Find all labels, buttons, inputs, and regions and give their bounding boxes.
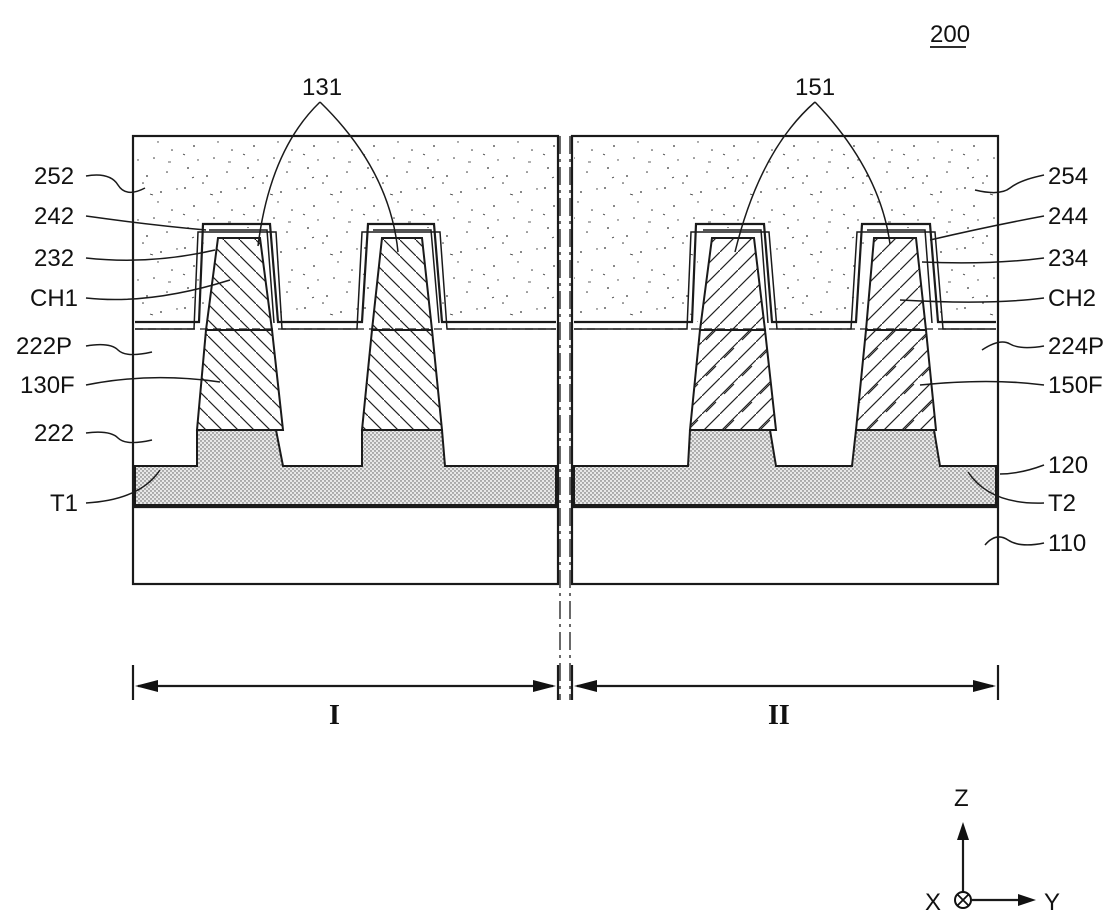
label-t1: T1 <box>50 490 78 517</box>
region-2-structure <box>572 136 998 584</box>
label-130f: 130F <box>20 372 75 399</box>
label-224p: 224P <box>1048 333 1104 360</box>
label-150f: 150F <box>1048 372 1103 399</box>
label-131: 131 <box>302 74 342 101</box>
label-244: 244 <box>1048 203 1088 230</box>
axis-indicator <box>955 822 1036 908</box>
label-252: 252 <box>34 163 74 190</box>
axis-label-y: Y <box>1044 889 1060 916</box>
axis-label-z: Z <box>954 785 969 812</box>
label-242: 242 <box>34 203 74 230</box>
label-ch1: CH1 <box>30 285 78 312</box>
label-t2: T2 <box>1048 490 1076 517</box>
axis-label-x: X <box>925 889 941 916</box>
label-ch2: CH2 <box>1048 285 1096 312</box>
label-232: 232 <box>34 245 74 272</box>
label-120: 120 <box>1048 452 1088 479</box>
dimension-arrows <box>133 665 998 700</box>
region-label-2: II <box>768 700 790 731</box>
label-234: 234 <box>1048 245 1088 272</box>
label-222p: 222P <box>16 333 72 360</box>
figure-number: 200 <box>930 21 970 48</box>
region-label-1: I <box>329 700 340 731</box>
label-222: 222 <box>34 420 74 447</box>
region-1-structure <box>133 136 558 584</box>
label-254: 254 <box>1048 163 1088 190</box>
label-110: 110 <box>1048 530 1086 557</box>
label-151: 151 <box>795 74 835 101</box>
